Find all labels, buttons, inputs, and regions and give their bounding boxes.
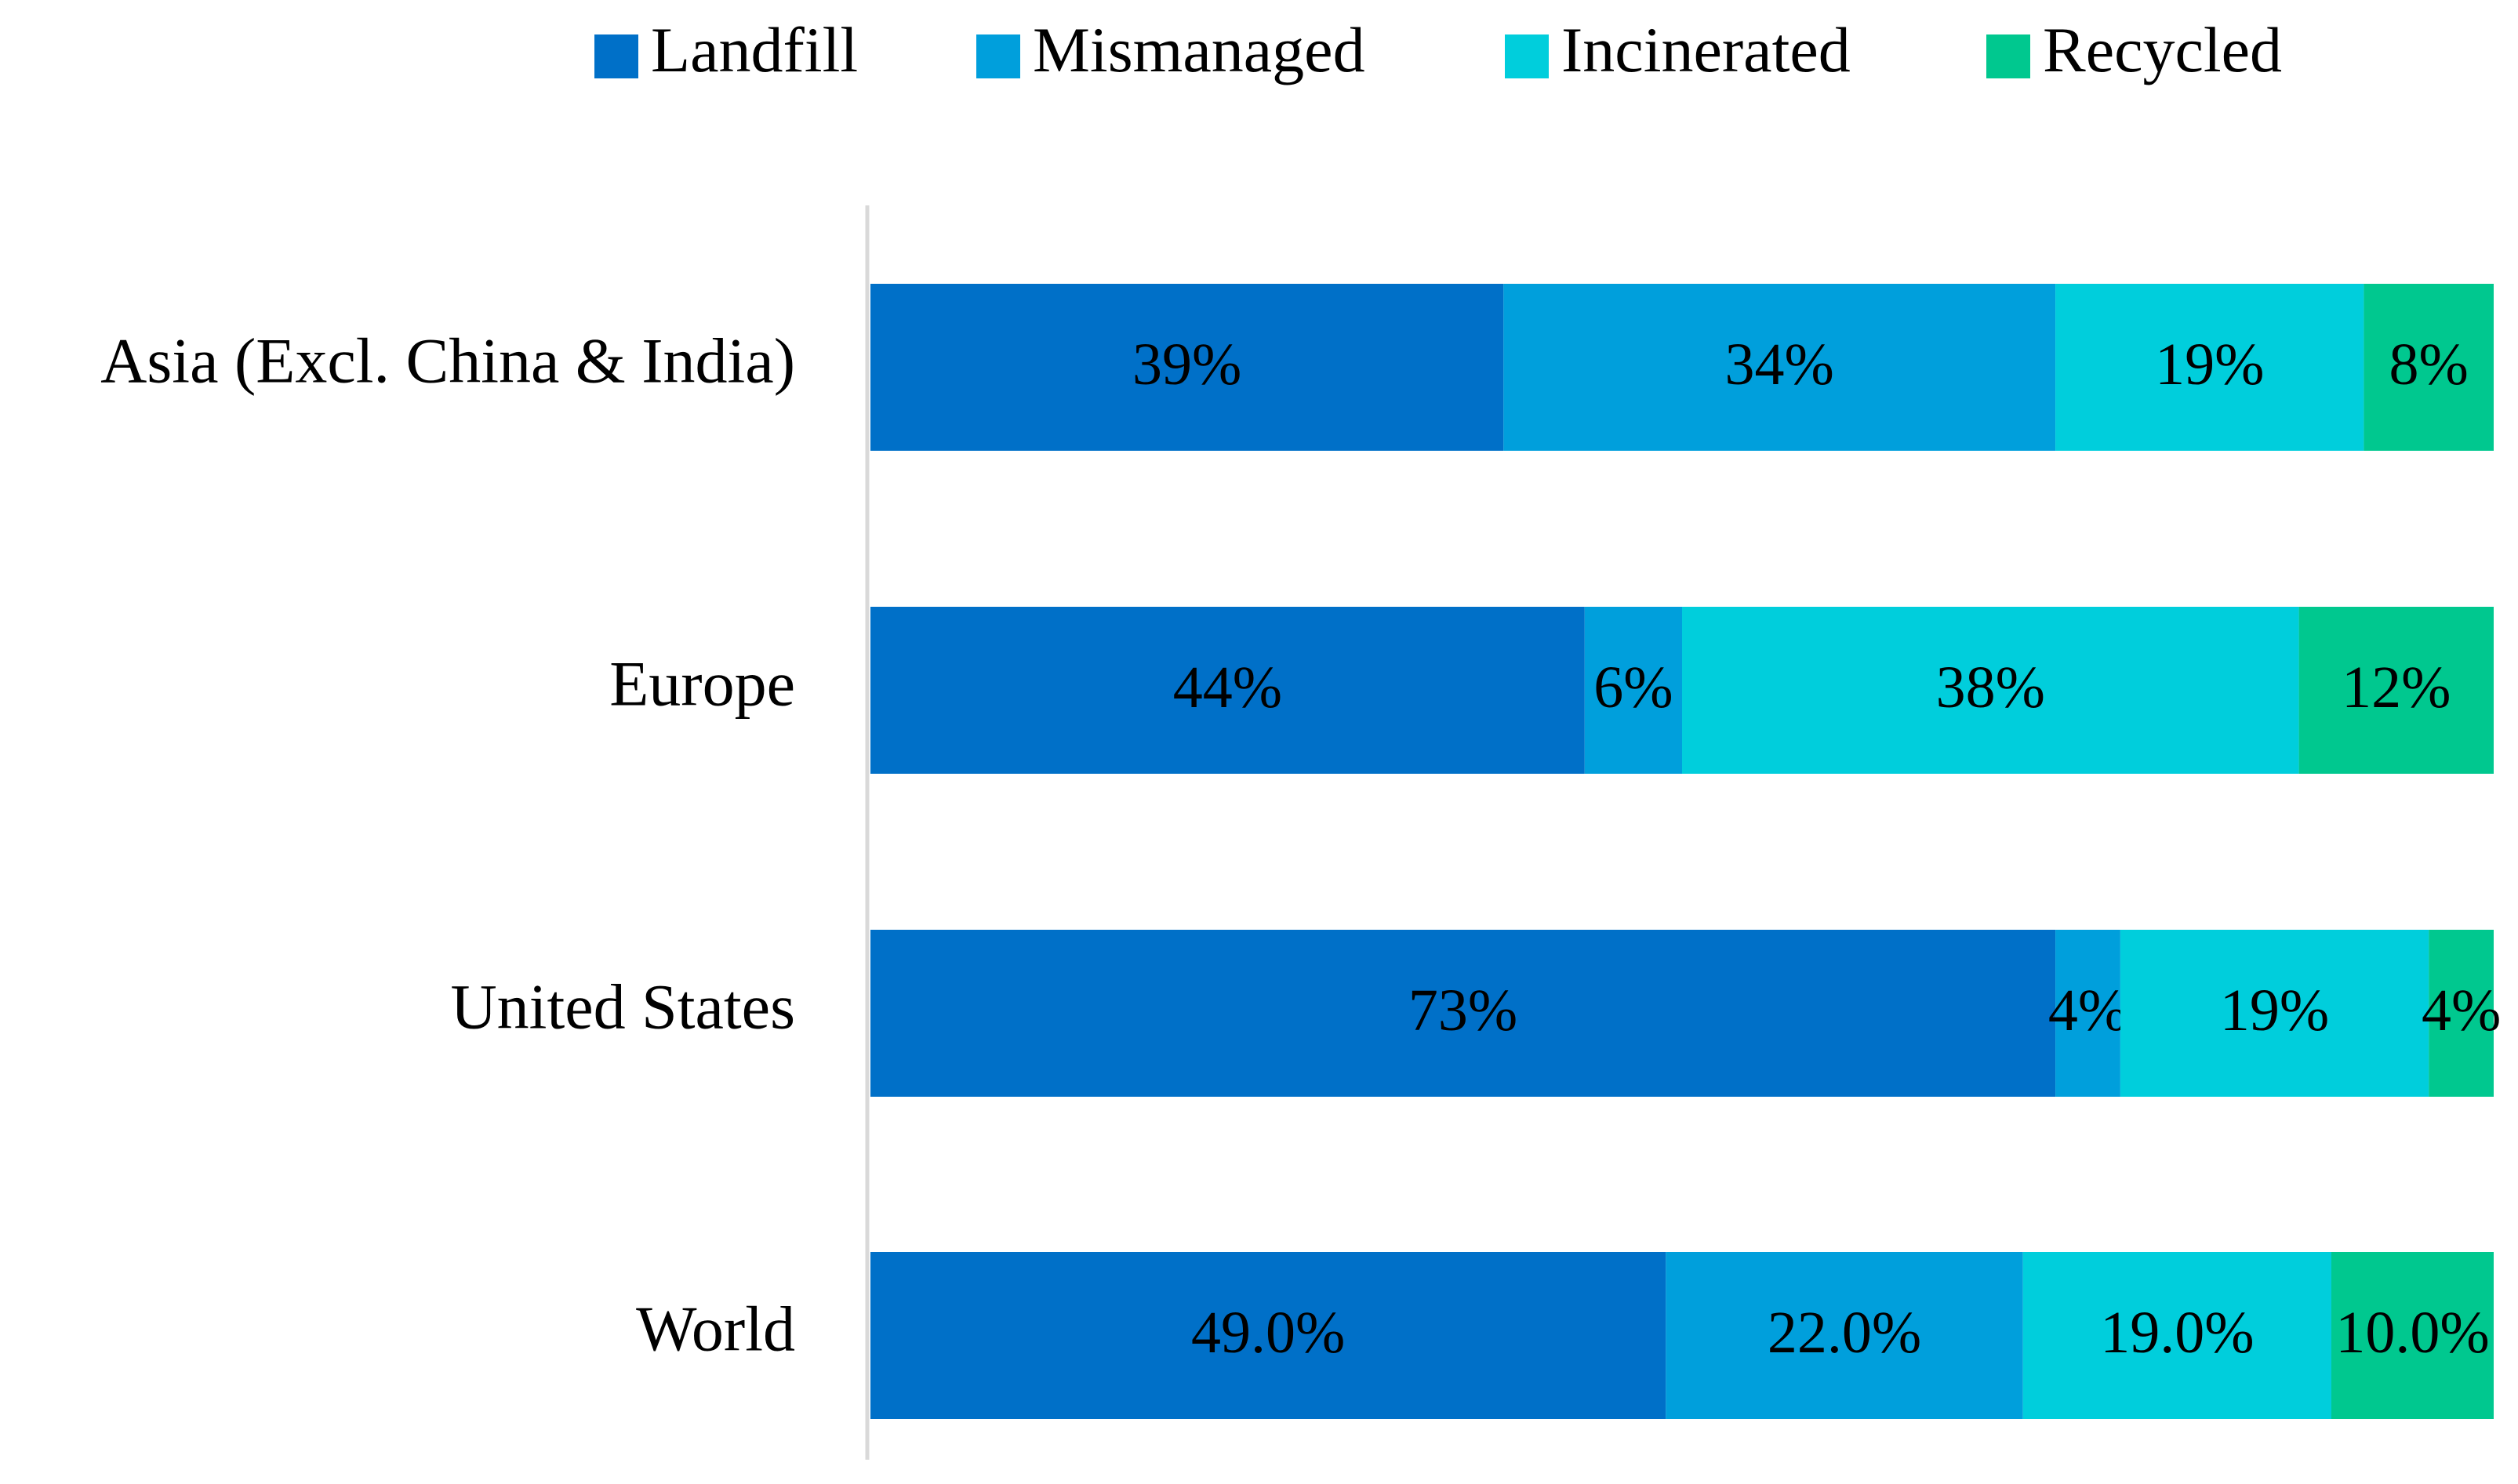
value-label: 44% xyxy=(1173,655,1282,720)
bar-segment xyxy=(1503,284,2056,451)
value-label: 4% xyxy=(2048,978,2127,1043)
bar-segment xyxy=(870,930,2056,1097)
bar-segment xyxy=(2429,930,2494,1097)
legend-label: Incinerated xyxy=(1561,14,1851,85)
bar-segment xyxy=(1584,607,1682,774)
value-label: 4% xyxy=(2422,978,2501,1043)
bar-segment xyxy=(2120,930,2429,1097)
bar-segment xyxy=(2022,1252,2331,1419)
bar-segment xyxy=(870,607,1585,774)
legend-swatch xyxy=(1986,34,2030,78)
y-tick-label: United States xyxy=(450,971,795,1042)
bar-segment xyxy=(2055,284,2364,451)
bar-segment xyxy=(2298,607,2494,774)
value-label: 12% xyxy=(2342,655,2451,720)
y-tick-label: Asia (Excl. China & India) xyxy=(100,325,795,396)
value-label: 19% xyxy=(2220,978,2329,1043)
legend-label: Landfill xyxy=(651,14,858,85)
value-label: 73% xyxy=(1408,978,1517,1043)
value-label: 19.0% xyxy=(2100,1300,2254,1366)
value-label: 10.0% xyxy=(2335,1300,2489,1366)
y-tick-label: Europe xyxy=(609,648,795,719)
y-tick-label: World xyxy=(636,1293,795,1364)
legend-label: Mismanaged xyxy=(1033,14,1365,85)
bar-segment xyxy=(870,1252,1666,1419)
value-label: 39% xyxy=(1132,332,1241,397)
legend-swatch xyxy=(1505,34,1549,78)
legend-swatch xyxy=(976,34,1020,78)
bar-segment xyxy=(2055,930,2120,1097)
value-label: 38% xyxy=(1936,655,2045,720)
value-label: 6% xyxy=(1593,655,1673,720)
bar-segment xyxy=(2364,284,2494,451)
bar-segment xyxy=(1666,1252,2023,1419)
value-label: 34% xyxy=(1725,332,1834,397)
legend-label: Recycled xyxy=(2043,14,2282,85)
legend-swatch xyxy=(594,34,638,78)
value-label: 22.0% xyxy=(1768,1300,1921,1366)
value-label: 49.0% xyxy=(1191,1300,1345,1366)
value-label: 19% xyxy=(2155,332,2264,397)
value-label: 8% xyxy=(2389,332,2469,397)
bar-segment xyxy=(870,284,1504,451)
bar-segment xyxy=(2331,1252,2494,1419)
bar-segment xyxy=(1682,607,2299,774)
